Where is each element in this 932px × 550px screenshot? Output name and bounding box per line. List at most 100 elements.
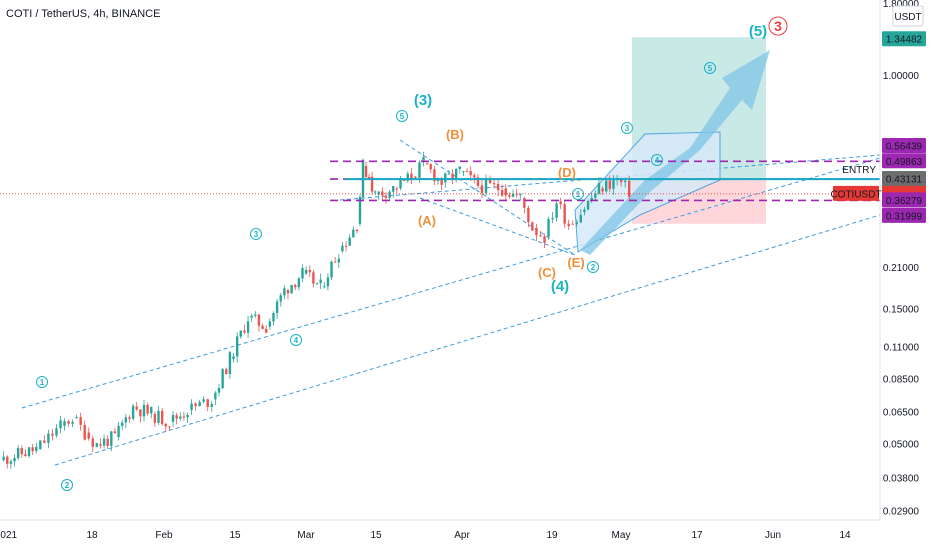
candle-body: [39, 440, 42, 450]
wave-label: 1: [40, 378, 45, 387]
candle-body: [160, 410, 164, 424]
price-axis-bg: [880, 0, 932, 550]
price-tag-label: 0.36279: [886, 196, 923, 207]
candle-body: [106, 438, 109, 446]
x-tick-label: 15: [370, 530, 382, 541]
candle-body: [121, 422, 124, 426]
x-tick-label: 19: [546, 530, 558, 541]
price-tag-label: 0.49863: [886, 157, 923, 168]
candle-body: [235, 336, 239, 357]
candle-body: [484, 179, 488, 193]
candle-body: [55, 428, 58, 436]
candle-body: [399, 178, 402, 189]
x-tick-label: Mar: [297, 530, 315, 541]
candle-body: [410, 173, 413, 181]
candle-body: [341, 245, 344, 252]
candle-body: [388, 191, 391, 198]
candle-body: [377, 191, 380, 195]
candle-body: [113, 431, 117, 434]
candle-body: [496, 183, 500, 191]
candle-body: [186, 414, 189, 418]
candle-body: [290, 284, 293, 294]
candle-body: [294, 284, 297, 288]
candle-body: [2, 456, 5, 460]
candle-body: [476, 177, 480, 186]
y-tick-label: 0.02900: [883, 507, 920, 518]
candle-body: [225, 369, 228, 374]
candle-body: [268, 321, 272, 327]
candle-body: [27, 447, 31, 457]
wave-circle: [768, 16, 788, 36]
x-tick-label: 15: [229, 530, 241, 541]
price-tag-bg: [882, 207, 926, 223]
candle-body: [190, 403, 193, 411]
candle-body: [117, 425, 120, 438]
candle-body: [543, 236, 546, 243]
candle-body: [414, 176, 417, 178]
candle-body: [612, 180, 615, 189]
candle-body: [135, 406, 138, 410]
y-tick-label: 0.08500: [883, 374, 920, 385]
y-tick-label: 0.05000: [883, 440, 920, 451]
x-tick-label: Apr: [454, 530, 470, 541]
candle-body: [559, 201, 562, 205]
candle-body: [232, 356, 235, 359]
candle-body: [31, 447, 34, 452]
candle-body: [157, 410, 160, 423]
candle-body: [355, 229, 359, 232]
candle-body: [9, 461, 13, 464]
candle-body: [283, 288, 286, 296]
candle-body: [539, 235, 542, 237]
candle-body: [425, 163, 429, 165]
candle-body: [344, 245, 348, 247]
price-tag-label: 0.31999: [886, 211, 923, 222]
candle-body: [547, 219, 550, 237]
candle-body: [555, 203, 558, 218]
candle-body: [275, 301, 279, 314]
candle-body: [153, 413, 157, 423]
candle-body: [279, 295, 282, 302]
wave-label: (A): [418, 213, 436, 228]
wave-label: 1: [576, 190, 581, 199]
candle-body: [131, 405, 135, 419]
candle-body: [527, 207, 530, 223]
candle-body: [515, 193, 518, 195]
candle-body: [619, 179, 623, 183]
wave-circle: [250, 228, 262, 240]
x-tick-label: May: [612, 530, 631, 541]
y-tick-label: 0.21000: [883, 263, 920, 274]
candle-body: [418, 162, 421, 178]
candle-body: [146, 404, 149, 414]
price-tag-label: 1.34482: [886, 35, 923, 46]
candle-body: [254, 314, 257, 316]
candle-body: [87, 432, 90, 439]
candle-body: [198, 401, 201, 407]
time-axis: 2021 18 Feb 15 Mar 15 Apr 19 May 17 Jun 14: [0, 519, 880, 541]
candle-body: [150, 406, 153, 414]
channel-line: [54, 214, 881, 466]
candle-body: [315, 283, 319, 285]
candle-body: [312, 272, 315, 284]
candle-body: [99, 444, 102, 446]
candle-body: [551, 217, 554, 220]
candle-body: [492, 183, 496, 185]
candle-body: [364, 165, 368, 177]
candle-body: [519, 194, 522, 196]
x-tick-label: 18: [86, 530, 98, 541]
y-tick-label: 0.06500: [883, 407, 920, 418]
candle-body: [194, 403, 197, 407]
candle-body: [571, 223, 574, 225]
candle-body: [590, 197, 593, 201]
candle-body: [221, 369, 224, 389]
candle-body: [250, 315, 253, 318]
candle-body: [579, 214, 582, 223]
candle-body: [43, 440, 46, 443]
price-tag-bg: [882, 31, 926, 47]
candle-body: [239, 330, 242, 337]
y-tick-label: 0.11000: [884, 343, 920, 354]
candle-body: [13, 458, 16, 462]
candle-body: [508, 195, 511, 197]
candle-body: [458, 166, 461, 169]
candle-body: [297, 278, 301, 288]
